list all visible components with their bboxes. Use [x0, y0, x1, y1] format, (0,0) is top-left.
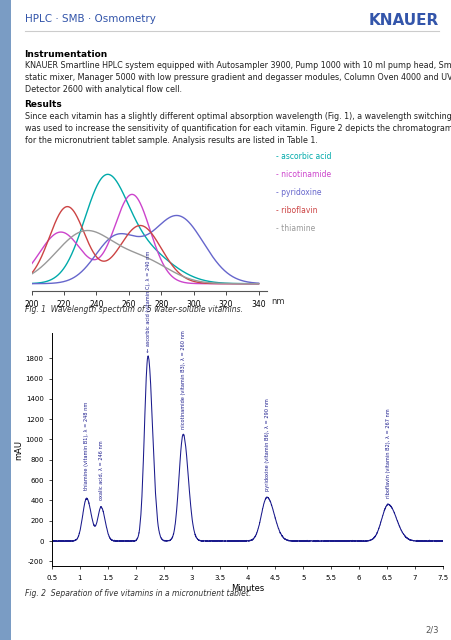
Text: Results: Results — [24, 100, 62, 109]
X-axis label: Minutes: Minutes — [230, 584, 263, 593]
Text: KNAUER: KNAUER — [368, 13, 438, 28]
Text: - nicotinamide: - nicotinamide — [275, 170, 330, 179]
Text: ← ascorbic acid (vitamin C), λ = 240 nm: ← ascorbic acid (vitamin C), λ = 240 nm — [145, 251, 150, 352]
Text: nm: nm — [271, 297, 284, 306]
Text: Fig. 2  Separation of five vitamins in a micronutrient tablet.: Fig. 2 Separation of five vitamins in a … — [24, 589, 250, 598]
Text: Instrumentation: Instrumentation — [24, 50, 107, 59]
Text: - pyridoxine: - pyridoxine — [275, 188, 321, 197]
Text: thiamine (vitamin B1), λ = 248 nm: thiamine (vitamin B1), λ = 248 nm — [84, 402, 89, 490]
Text: pyridoxine (vitamin B6), λ = 290 nm: pyridoxine (vitamin B6), λ = 290 nm — [264, 399, 269, 492]
Text: 2/3: 2/3 — [424, 625, 438, 634]
Text: riboflavin (vitamin B2), λ = 267 nm: riboflavin (vitamin B2), λ = 267 nm — [385, 409, 390, 499]
Text: Since each vitamin has a slightly different optimal absorption wavelength (Fig. : Since each vitamin has a slightly differ… — [24, 112, 451, 145]
Text: Fig. 1  Wavelength spectrum of 5 water-soluble vitamins.: Fig. 1 Wavelength spectrum of 5 water-so… — [24, 305, 242, 314]
Text: KNAUER Smartline HPLC system equipped with Autosampler 3900, Pump 1000 with 10 m: KNAUER Smartline HPLC system equipped wi… — [24, 61, 451, 94]
Text: oxalic acid, λ = 246 nm: oxalic acid, λ = 246 nm — [98, 441, 103, 500]
Text: - riboflavin: - riboflavin — [275, 206, 317, 215]
Text: - thiamine: - thiamine — [275, 224, 314, 233]
Text: nicotinamide (vitamin B3), λ = 260 nm: nicotinamide (vitamin B3), λ = 260 nm — [180, 330, 185, 429]
Y-axis label: mAU: mAU — [14, 440, 23, 460]
Text: - ascorbic acid: - ascorbic acid — [275, 152, 331, 161]
Text: HPLC · SMB · Osmometry: HPLC · SMB · Osmometry — [24, 14, 155, 24]
